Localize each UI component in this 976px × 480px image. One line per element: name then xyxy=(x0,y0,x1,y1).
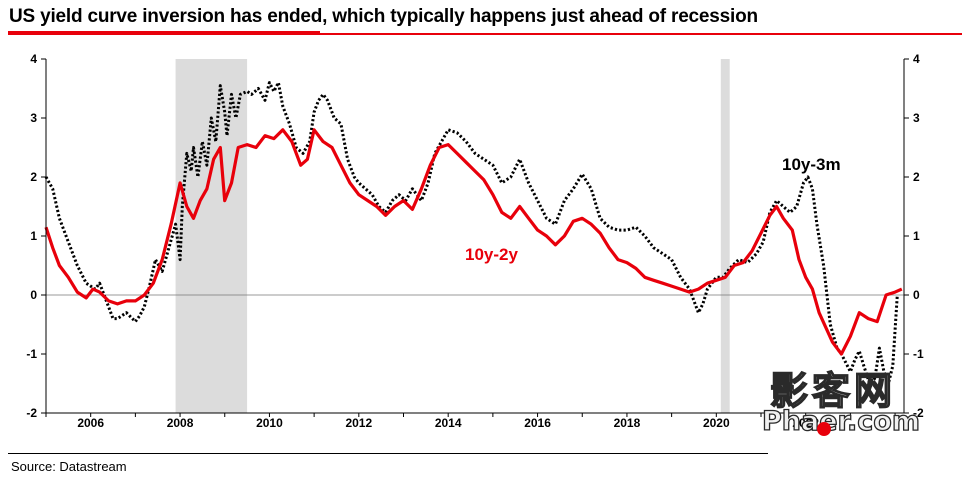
series-label-10y-3m: 10y-3m xyxy=(782,155,841,174)
x-tick-label: 2010 xyxy=(256,416,283,430)
watermark-dot xyxy=(817,422,831,436)
y-tick-label-left: -1 xyxy=(26,347,37,361)
y-tick-label-right: 0 xyxy=(913,288,920,302)
y-tick-label-right: 2 xyxy=(913,170,920,184)
title-underline-accent xyxy=(8,31,320,35)
y-tick-label-left: -2 xyxy=(26,406,37,420)
source-note: Source: Datastream xyxy=(11,459,127,474)
chart-title: US yield curve inversion has ended, whic… xyxy=(9,6,758,27)
axes-group xyxy=(41,58,909,417)
watermark-cn-text: 影客网 xyxy=(769,368,897,414)
tick-label-group: -2 -2 -1 -1 0 0 1 1 2 2 3 3 4 4 2006 2008 2010 2012 2014 20… xyxy=(26,52,924,430)
y-tick-label-right: -2 xyxy=(913,406,924,420)
y-tick-label-left: 4 xyxy=(30,52,37,66)
series-lines-group xyxy=(44,81,903,388)
x-tick-label: 2022 xyxy=(792,416,819,430)
x-tick-label: 2020 xyxy=(703,416,730,430)
series-line-10y-2y xyxy=(44,128,903,356)
y-tick-label-right: 1 xyxy=(913,229,920,243)
x-tick-label: 2008 xyxy=(167,416,194,430)
watermark-en-text: Phaer.com xyxy=(761,405,920,437)
source-divider xyxy=(8,453,768,454)
y-tick-label-left: 0 xyxy=(30,288,37,302)
x-tick-label: 2018 xyxy=(614,416,641,430)
series-label-10y-2y: 10y-2y xyxy=(465,245,518,264)
recession-band-2 xyxy=(720,59,730,413)
y-tick-label-left: 2 xyxy=(30,170,37,184)
y-tick-label-left: 1 xyxy=(30,229,37,243)
watermark-logo: 影客网 Phaer.com xyxy=(761,360,972,450)
y-tick-label-left: 3 xyxy=(30,111,37,125)
x-tick-label: 2012 xyxy=(345,416,372,430)
x-tick-label: 2016 xyxy=(524,416,551,430)
title-underline xyxy=(8,33,962,35)
y-tick-label-right: 3 xyxy=(913,111,920,125)
x-tick-label: 2014 xyxy=(435,416,462,430)
y-tick-label-right: 4 xyxy=(913,52,920,66)
y-tick-label-right: -1 xyxy=(913,347,924,361)
x-tick-label: 2006 xyxy=(77,416,104,430)
series-line-10y-3m xyxy=(44,81,899,388)
